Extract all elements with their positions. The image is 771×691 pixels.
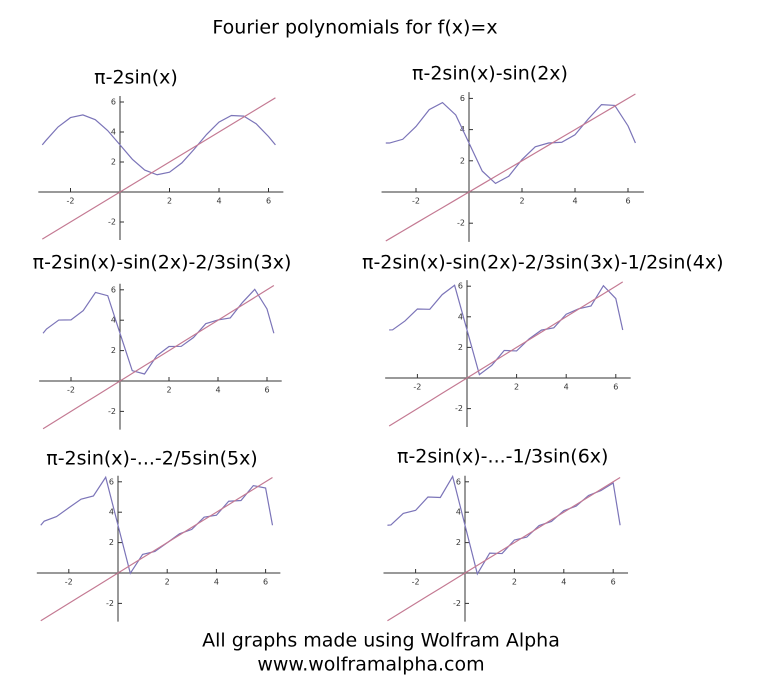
x-tick-label: 2 (519, 197, 524, 206)
y-tick-label: 4 (111, 128, 116, 137)
y-tick-label: 2 (111, 346, 116, 355)
series-line (385, 101, 636, 185)
series-line (40, 475, 274, 575)
y-tick-label: 2 (458, 343, 463, 352)
y-tick-label: 4 (111, 316, 116, 325)
y-tick-label: 6 (460, 94, 465, 103)
x-tick-label: 2 (512, 578, 517, 587)
series-line (388, 281, 624, 427)
y-tick-label: 6 (109, 477, 114, 486)
x-tick-label: 2 (166, 386, 171, 395)
x-tick-label: 6 (266, 197, 271, 206)
x-tick-label: -2 (67, 386, 75, 395)
x-tick-label: 4 (216, 197, 221, 206)
chart-title: π-2sin(x)-...-2/5sin(5x) (46, 448, 257, 470)
x-tick-label: 4 (561, 578, 566, 587)
x-tick-label: 6 (263, 578, 268, 587)
y-tick-label: 6 (111, 98, 116, 107)
series-line (40, 477, 273, 622)
x-tick-label: -2 (412, 578, 420, 587)
y-tick-label: 2 (460, 156, 465, 165)
y-tick-label: 4 (458, 312, 463, 321)
x-tick-label: 4 (215, 386, 220, 395)
y-tick-label: -2 (457, 219, 465, 228)
series-line (387, 477, 621, 622)
x-tick-label: 2 (167, 197, 172, 206)
x-tick-label: -2 (65, 578, 73, 587)
y-tick-label: 2 (109, 538, 114, 547)
y-tick-label: 2 (111, 158, 116, 167)
y-tick-label: 2 (456, 538, 461, 547)
x-tick-label: 4 (214, 578, 219, 587)
x-tick-label: 6 (625, 197, 630, 206)
y-tick-label: -2 (106, 599, 114, 608)
x-tick-label: 6 (613, 383, 618, 392)
y-tick-label: 6 (111, 285, 116, 294)
chart-title: π-2sin(x)-...-1/3sin(6x) (397, 446, 608, 468)
series-line (385, 93, 636, 242)
x-tick-label: 4 (564, 383, 569, 392)
chart-title: π-2sin(x)-sin(2x)-2/3sin(3x) (33, 252, 292, 274)
series-line (41, 97, 276, 240)
series-line (387, 474, 621, 576)
footer-line: www.wolframalpha.com (257, 654, 484, 676)
x-tick-label: 6 (264, 386, 269, 395)
x-tick-label: 2 (165, 578, 170, 587)
x-tick-label: 2 (514, 383, 519, 392)
x-tick-label: -2 (412, 197, 420, 206)
series-line (389, 284, 624, 376)
footer-line: All graphs made using Wolfram Alpha (202, 630, 560, 652)
chart-title: π-2sin(x) (94, 67, 178, 89)
series-line (42, 288, 275, 375)
y-tick-label: -2 (108, 218, 116, 227)
y-tick-label: -2 (453, 599, 461, 608)
y-tick-label: 4 (109, 508, 114, 517)
x-tick-label: -2 (413, 383, 421, 392)
page-title: Fourier polynomials for f(x)=x (212, 17, 497, 39)
y-tick-label: 6 (458, 282, 463, 291)
y-tick-label: -2 (455, 404, 463, 413)
chart-title: π-2sin(x)-sin(2x)-2/3sin(3x)-1/2sin(4x) (362, 252, 724, 274)
series-line (41, 114, 276, 176)
chart-title: π-2sin(x)-sin(2x) (412, 63, 568, 85)
x-tick-label: 4 (572, 197, 577, 206)
series-line (42, 285, 275, 430)
y-tick-label: -2 (108, 407, 116, 416)
y-tick-label: 6 (456, 477, 461, 486)
y-tick-label: 4 (456, 508, 461, 517)
x-tick-label: 6 (611, 578, 616, 587)
x-tick-label: -2 (67, 197, 75, 206)
